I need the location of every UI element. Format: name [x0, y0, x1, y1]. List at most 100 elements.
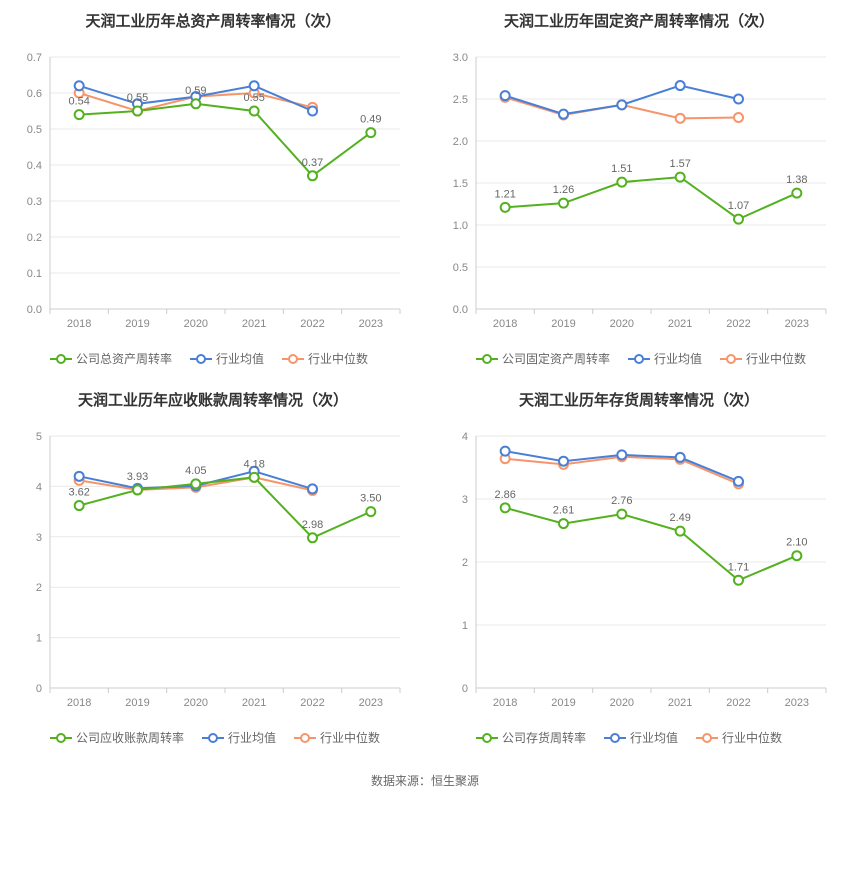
svg-text:0.49: 0.49 [360, 114, 381, 126]
svg-text:2021: 2021 [242, 697, 266, 709]
chart-cell-receivables: 天润工业历年应收账款周转率情况（次） 012345201820192020202… [0, 379, 426, 758]
chart-legend: 公司总资产周转率 行业均值 行业中位数 [8, 344, 418, 371]
chart-legend: 公司应收账款周转率 行业均值 行业中位数 [8, 723, 418, 750]
svg-text:0.0: 0.0 [27, 304, 42, 316]
svg-text:1.21: 1.21 [494, 188, 515, 200]
svg-text:2022: 2022 [300, 697, 324, 709]
svg-text:3.93: 3.93 [127, 471, 148, 483]
svg-text:0.7: 0.7 [27, 52, 42, 64]
svg-text:3.50: 3.50 [360, 493, 381, 505]
legend-label: 行业均值 [228, 729, 276, 746]
legend-company: 公司应收账款周转率 [50, 729, 184, 746]
legend-avg: 行业均值 [202, 729, 276, 746]
svg-text:0.5: 0.5 [453, 262, 468, 274]
legend-avg: 行业均值 [604, 729, 678, 746]
svg-text:0.55: 0.55 [127, 92, 148, 104]
legend-marker-icon [294, 733, 316, 743]
legend-marker-icon [50, 354, 72, 364]
legend-label: 行业中位数 [308, 350, 368, 367]
legend-label: 公司固定资产周转率 [502, 350, 610, 367]
svg-text:2018: 2018 [493, 697, 517, 709]
svg-text:1.38: 1.38 [786, 174, 807, 186]
svg-text:0.5: 0.5 [27, 124, 42, 136]
legend-marker-icon [628, 354, 650, 364]
legend-label: 公司应收账款周转率 [76, 729, 184, 746]
svg-text:0.54: 0.54 [68, 96, 89, 108]
legend-median: 行业中位数 [720, 350, 806, 367]
svg-text:2023: 2023 [785, 318, 809, 330]
svg-text:1.51: 1.51 [611, 163, 632, 175]
chart-cell-inventory: 天润工业历年存货周转率情况（次） 01234201820192020202120… [426, 379, 850, 758]
legend-marker-icon [282, 354, 304, 364]
legend-label: 行业均值 [654, 350, 702, 367]
svg-text:4: 4 [462, 431, 468, 443]
svg-text:4.18: 4.18 [243, 458, 264, 470]
svg-text:2021: 2021 [668, 697, 692, 709]
legend-marker-icon [202, 733, 224, 743]
legend-median: 行业中位数 [294, 729, 380, 746]
chart-title: 天润工业历年总资产周转率情况（次） [8, 10, 418, 31]
chart-title: 天润工业历年存货周转率情况（次） [434, 389, 844, 410]
svg-text:1: 1 [462, 620, 468, 632]
legend-marker-icon [50, 733, 72, 743]
svg-text:0.3: 0.3 [27, 196, 42, 208]
svg-text:1.5: 1.5 [453, 178, 468, 190]
legend-label: 行业均值 [630, 729, 678, 746]
svg-text:3: 3 [462, 494, 468, 506]
line-chart-svg: 012342018201920202021202220232.862.612.7… [434, 418, 844, 718]
svg-text:0.59: 0.59 [185, 85, 206, 97]
legend-marker-icon [696, 733, 718, 743]
chart-legend: 公司固定资产周转率 行业均值 行业中位数 [434, 344, 844, 371]
svg-text:0: 0 [36, 683, 42, 695]
svg-text:3: 3 [36, 532, 42, 544]
chart-svg-container: 012342018201920202021202220232.862.612.7… [434, 418, 844, 723]
legend-label: 公司总资产周转率 [76, 350, 172, 367]
chart-svg-container: 0.00.10.20.30.40.50.60.72018201920202021… [8, 39, 418, 344]
svg-text:5: 5 [36, 431, 42, 443]
svg-text:0.6: 0.6 [27, 88, 42, 100]
svg-text:2018: 2018 [67, 697, 91, 709]
chart-title: 天润工业历年固定资产周转率情况（次） [434, 10, 844, 31]
svg-text:4: 4 [36, 481, 42, 493]
svg-text:2: 2 [36, 582, 42, 594]
legend-marker-icon [604, 733, 626, 743]
svg-text:2.49: 2.49 [669, 512, 690, 524]
svg-text:2019: 2019 [551, 697, 575, 709]
svg-text:3.62: 3.62 [68, 487, 89, 499]
legend-marker-icon [720, 354, 742, 364]
svg-text:2023: 2023 [785, 697, 809, 709]
svg-text:3.0: 3.0 [453, 52, 468, 64]
svg-text:0.0: 0.0 [453, 304, 468, 316]
legend-company: 公司固定资产周转率 [476, 350, 610, 367]
line-chart-svg: 0123452018201920202021202220233.623.934.… [8, 418, 418, 718]
svg-text:2018: 2018 [493, 318, 517, 330]
line-chart-svg: 0.00.10.20.30.40.50.60.72018201920202021… [8, 39, 418, 339]
svg-text:2019: 2019 [551, 318, 575, 330]
svg-text:2.61: 2.61 [553, 505, 574, 517]
chart-cell-fixed-asset: 天润工业历年固定资产周转率情况（次） 0.00.51.01.52.02.53.0… [426, 0, 850, 379]
svg-text:2021: 2021 [668, 318, 692, 330]
svg-text:0.37: 0.37 [302, 157, 323, 169]
svg-text:1.0: 1.0 [453, 220, 468, 232]
legend-label: 行业中位数 [722, 729, 782, 746]
legend-company: 公司存货周转率 [476, 729, 586, 746]
svg-text:2.10: 2.10 [786, 537, 807, 549]
charts-grid: 天润工业历年总资产周转率情况（次） 0.00.10.20.30.40.50.60… [0, 0, 850, 758]
svg-text:0.1: 0.1 [27, 268, 42, 280]
svg-text:1.71: 1.71 [728, 561, 749, 573]
data-source-footer: 数据来源：恒生聚源 [0, 758, 850, 807]
chart-cell-total-asset: 天润工业历年总资产周转率情况（次） 0.00.10.20.30.40.50.60… [0, 0, 426, 379]
svg-text:2023: 2023 [359, 318, 383, 330]
svg-text:2022: 2022 [726, 318, 750, 330]
legend-label: 行业中位数 [746, 350, 806, 367]
svg-text:2022: 2022 [726, 697, 750, 709]
legend-marker-icon [190, 354, 212, 364]
svg-text:1.07: 1.07 [728, 200, 749, 212]
svg-text:1.26: 1.26 [553, 184, 574, 196]
svg-text:2.76: 2.76 [611, 495, 632, 507]
legend-company: 公司总资产周转率 [50, 350, 172, 367]
legend-label: 行业均值 [216, 350, 264, 367]
svg-text:2019: 2019 [125, 318, 149, 330]
svg-text:1.57: 1.57 [669, 158, 690, 170]
svg-text:2.5: 2.5 [453, 94, 468, 106]
